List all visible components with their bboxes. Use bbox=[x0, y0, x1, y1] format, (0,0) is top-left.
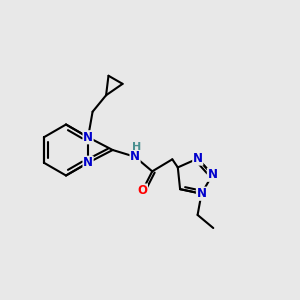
Text: N: N bbox=[193, 152, 203, 165]
Text: N: N bbox=[83, 131, 93, 144]
Text: O: O bbox=[137, 184, 147, 197]
Text: N: N bbox=[83, 156, 93, 169]
Text: N: N bbox=[130, 150, 140, 163]
Text: N: N bbox=[207, 168, 218, 181]
Text: N: N bbox=[196, 187, 206, 200]
Text: H: H bbox=[132, 142, 141, 152]
